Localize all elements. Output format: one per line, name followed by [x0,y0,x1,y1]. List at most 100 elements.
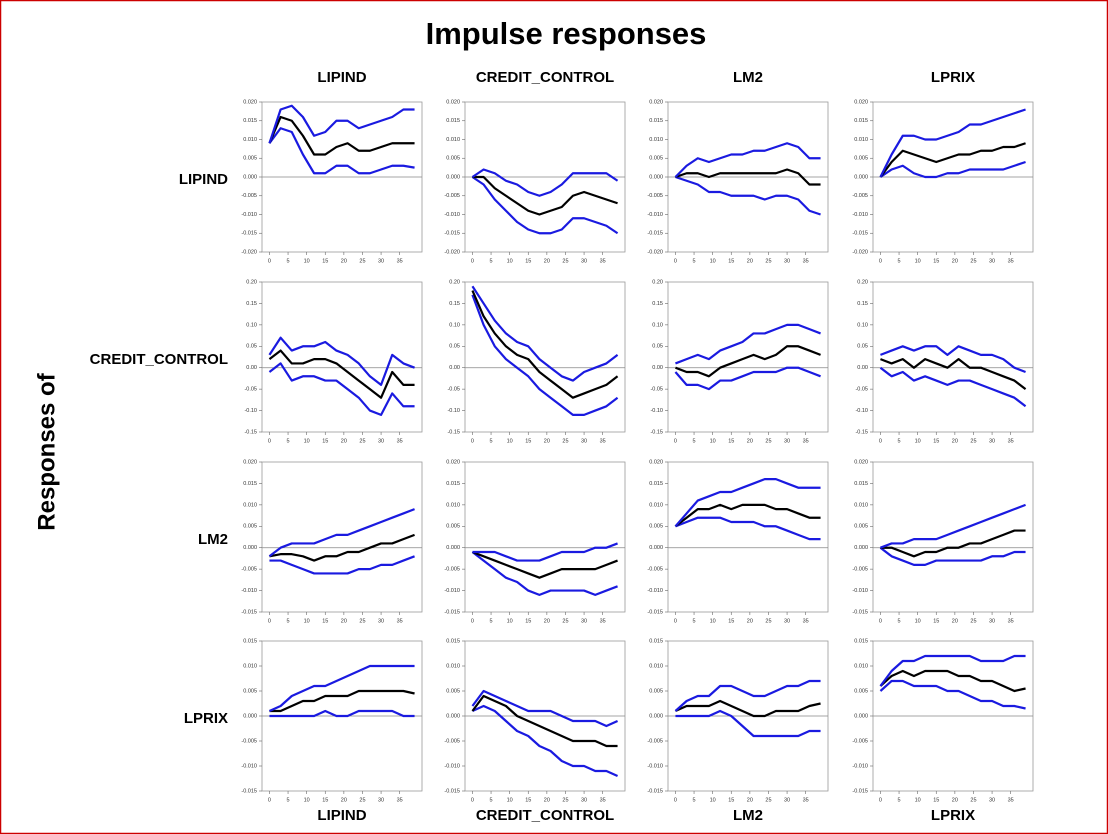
y-tick-label: 0.15 [652,301,663,307]
x-tick-label: 20 [341,258,347,264]
plot-frame [872,281,1034,433]
response-line [471,694,618,748]
y-tick-label: 0.10 [449,322,460,328]
y-tick-label: 0.20 [449,279,460,285]
x-tick-label: 15 [728,438,734,444]
y-tick-label: -0.005 [241,567,257,573]
x-tick-label: 10 [507,438,513,444]
x-tick-label: 5 [693,258,696,264]
row-label: CREDIT_CONTROL [90,351,228,368]
y-tick-label: 0.00 [652,365,663,371]
response-line [674,142,821,178]
x-tick-label: 25 [765,618,771,624]
response-line [268,508,415,558]
x-tick-label: 20 [544,797,550,803]
x-tick-label: 20 [341,438,347,444]
x-tick-label: 5 [693,618,696,624]
y-tick-label: 0.010 [854,663,868,669]
x-tick-label: 35 [803,797,809,803]
x-tick-label: 15 [322,618,328,624]
plot-frame [464,281,626,433]
y-tick-label: -0.010 [852,763,868,769]
y-tick-label: 0.20 [246,279,257,285]
response-line [472,550,618,579]
y-tick-label: -0.05 [650,387,663,393]
x-tick-label: 35 [1008,438,1014,444]
x-tick-label: 25 [562,618,568,624]
y-tick-label: 0.020 [854,459,868,465]
y-tick-label: 0.00 [857,365,868,371]
x-tick-label: 10 [710,797,716,803]
y-tick-label: -0.15 [855,429,868,435]
x-tick-label: 35 [1008,618,1014,624]
x-tick-label: 20 [544,618,550,624]
response-line [268,104,415,144]
y-tick-label: 0.20 [652,279,663,285]
x-tick-label: 5 [490,258,493,264]
x-tick-label: 20 [952,258,958,264]
x-tick-label: 0 [879,797,882,803]
x-tick-label: 10 [304,618,310,624]
response-line [471,704,619,778]
x-tick-label: 25 [359,438,365,444]
x-tick-label: 15 [933,258,939,264]
response-line [879,546,1026,566]
x-tick-label: 30 [581,438,587,444]
y-tick-label: -0.015 [241,609,257,615]
y-tick-label: 0.020 [446,459,460,465]
x-tick-label: 25 [970,258,976,264]
response-line [674,699,821,718]
response-line [268,115,415,156]
y-tick-label: 0.015 [854,638,868,644]
row-label: LPRIX [184,710,228,727]
plot-frame [464,461,626,613]
y-tick-label: 0.015 [446,481,460,487]
y-tick-label: 0.005 [854,524,868,530]
y-tick-label: -0.10 [855,408,868,414]
y-tick-label: 0.10 [857,322,868,328]
x-tick-label: 15 [322,797,328,803]
y-tick-label: 0.020 [649,99,663,105]
y-tick-label: 0.010 [243,137,257,143]
x-tick-label: 0 [879,618,882,624]
x-tick-label: 10 [915,258,921,264]
row-label: LIPIND [179,171,228,188]
x-tick-label: 0 [879,258,882,264]
x-tick-label: 20 [341,797,347,803]
y-tick-label: 0.015 [649,481,663,487]
y-tick-label: -0.015 [241,788,257,794]
x-tick-label: 25 [562,797,568,803]
y-tick-label: 0.000 [854,174,868,180]
x-tick-label: 25 [359,797,365,803]
title: Impulse responses [426,16,707,51]
response-line [675,345,821,378]
x-tick-label: 30 [989,618,995,624]
response-line [674,679,821,712]
y-tick-label: -0.015 [444,788,460,794]
y-tick-label: -0.010 [444,763,460,769]
y-tick-label: -0.05 [244,387,257,393]
y-tick-label: -0.010 [241,212,257,218]
y-tick-label: 0.020 [854,99,868,105]
y-tick-label: 0.000 [854,713,868,719]
x-tick-label: 0 [674,797,677,803]
response-line [471,551,618,596]
response-line [268,664,415,713]
x-tick-label: 30 [581,258,587,264]
y-tick-label: -0.005 [444,738,460,744]
y-tick-label: 0.015 [854,481,868,487]
response-line [675,516,821,541]
y-tick-label: 0.05 [246,344,257,350]
y-tick-label: 0.015 [649,118,663,124]
x-tick-label: 25 [970,797,976,803]
y-tick-label: 0.020 [649,459,663,465]
x-tick-label: 0 [471,258,474,264]
y-tick-label: 0.010 [649,663,663,669]
x-tick-label: 15 [525,258,531,264]
y-tick-label: 0.000 [243,713,257,719]
y-tick-label: -0.15 [650,429,663,435]
response-line [880,358,1027,391]
response-line [268,362,415,416]
